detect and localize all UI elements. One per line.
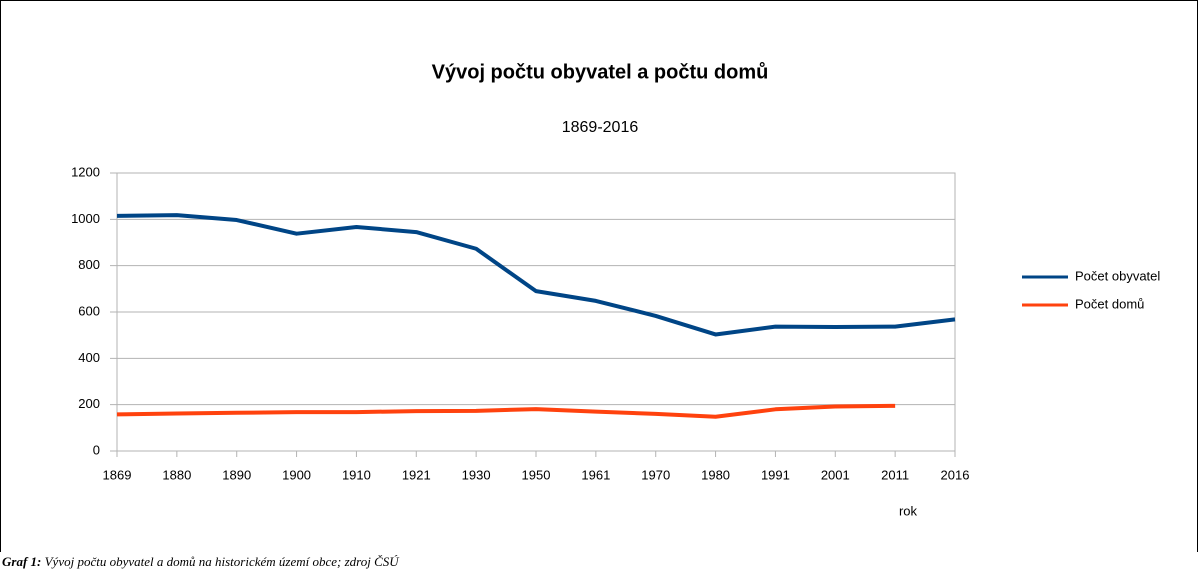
x-axis-label: rok (899, 503, 918, 518)
x-tick-label: 1910 (342, 467, 371, 482)
chart-subtitle: 1869-2016 (562, 119, 639, 136)
x-tick-label: 1980 (701, 467, 730, 482)
y-tick-label: 0 (93, 442, 100, 457)
x-tick-label: 1950 (522, 467, 551, 482)
caption-label: Graf 1: (2, 554, 42, 569)
series-line (116, 403, 896, 419)
x-tick-label: 1991 (761, 467, 790, 482)
series-line (116, 213, 956, 337)
caption-text: Vývoj počtu obyvatel a domů na historick… (41, 554, 399, 569)
y-tick-label: 200 (78, 396, 100, 411)
x-tick-label: 1921 (402, 467, 431, 482)
x-tick-label: 2001 (821, 467, 850, 482)
chart: Vývoj počtu obyvatel a počtu domů 1869-2… (0, 0, 1198, 561)
x-tick-label: 1890 (222, 467, 251, 482)
y-tick-label: 600 (78, 303, 100, 318)
x-tick-label: 1880 (162, 467, 191, 482)
x-tick-label: 1930 (462, 467, 491, 482)
chart-title: Vývoj počtu obyvatel a počtu domů (432, 61, 769, 83)
caption: Graf 1: Vývoj počtu obyvatel a domů na h… (2, 554, 399, 570)
x-tick-label: 1900 (282, 467, 311, 482)
y-tick-label: 1000 (71, 211, 100, 226)
legend-label: Počet domů (1075, 296, 1144, 311)
x-tick-label: 1970 (641, 467, 670, 482)
x-tick-label: 1961 (581, 467, 610, 482)
x-tick-label: 1869 (103, 467, 132, 482)
y-tick-label: 400 (78, 350, 100, 365)
x-tick-label: 2011 (881, 467, 909, 482)
x-tick-label: 2016 (941, 467, 970, 482)
y-tick-label: 1200 (71, 164, 100, 179)
y-tick-label: 800 (78, 257, 100, 272)
legend-label: Počet obyvatel (1075, 268, 1160, 283)
